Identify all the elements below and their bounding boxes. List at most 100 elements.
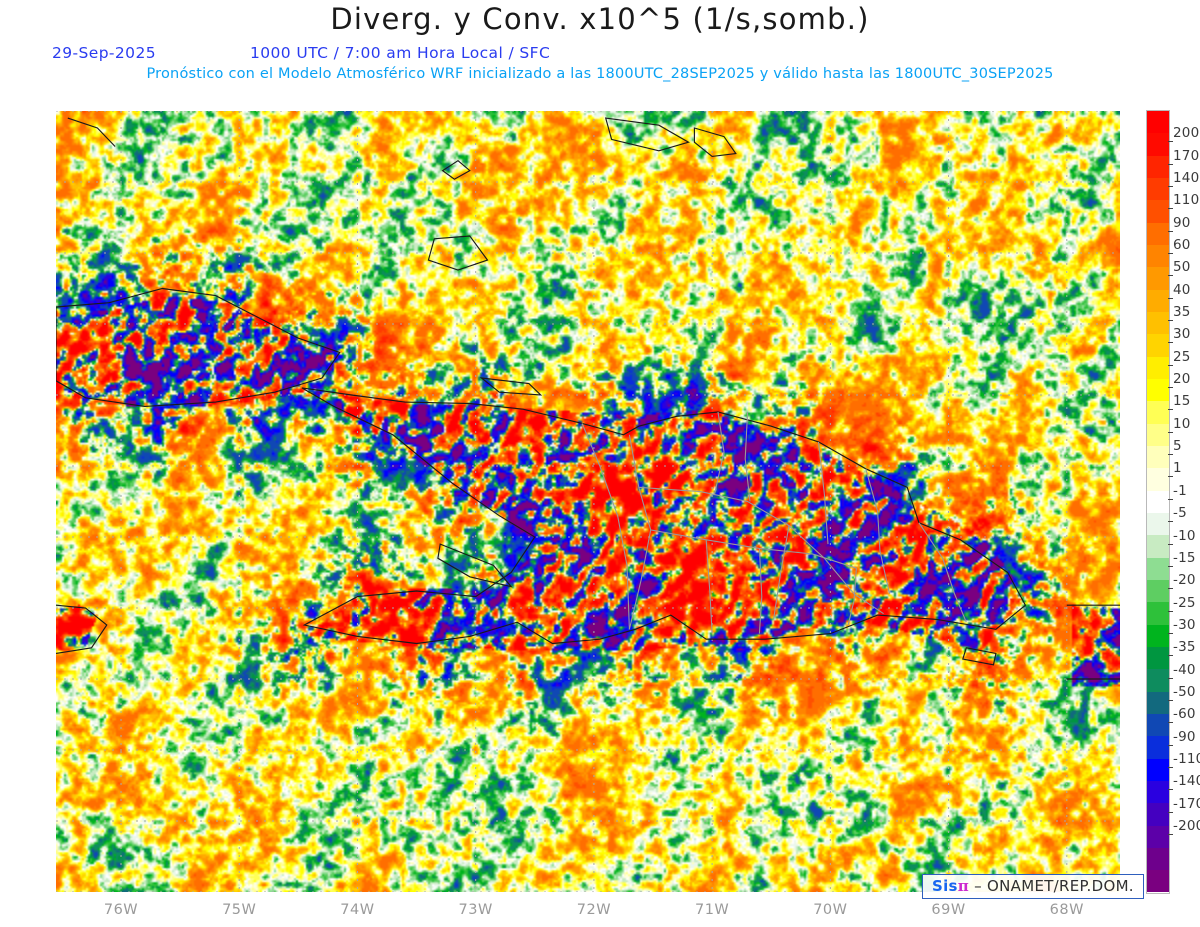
x-axis-tick-2: 74W xyxy=(340,902,375,918)
colorbar-band-3 xyxy=(1147,177,1169,201)
colorbar-tick-6 xyxy=(1168,275,1173,277)
colorbar-band-23 xyxy=(1147,624,1169,647)
colorbar-label-6: 50 xyxy=(1168,259,1191,277)
colorbar-tick-0 xyxy=(1168,141,1173,143)
x-axis-tick-8: 68W xyxy=(1049,902,1084,918)
x-axis-tick-3: 73W xyxy=(458,902,493,918)
model-subtitle: Pronóstico con el Modelo Atmosférico WRF… xyxy=(146,66,1054,82)
colorbar-label-22: -30 xyxy=(1168,617,1196,634)
colorbar-label-2: 140 xyxy=(1168,170,1199,188)
colorbar-tick-16 xyxy=(1168,498,1173,500)
colorbar-band-25 xyxy=(1147,669,1169,692)
colorbar-tick-9 xyxy=(1168,342,1173,344)
colorbar-label-29: -140 xyxy=(1168,773,1200,791)
colorbar-label-31: -200 xyxy=(1168,818,1200,835)
colorbar-labels: 200 170 140 110 90 60 50 40 35 30 25 20 15 10 5 1 -1 -5 -1… xyxy=(1168,110,1200,894)
colorbar-tick-1 xyxy=(1168,163,1173,165)
colorbar-label-0: 200 xyxy=(1168,125,1199,143)
x-axis-tick-7: 69W xyxy=(931,902,966,918)
colorbar-label-19: -15 xyxy=(1168,550,1196,567)
logo-org-text: – ONAMET/REP.DOM. xyxy=(974,877,1134,895)
colorbar-band-28 xyxy=(1147,736,1169,759)
colorbar-band-4 xyxy=(1147,200,1169,223)
colorbar-band-8 xyxy=(1147,289,1169,312)
colorbar-band-1 xyxy=(1147,133,1169,156)
colorbar-band-13 xyxy=(1147,401,1169,424)
colorbar-tick-20 xyxy=(1168,588,1173,590)
colorbar-label-21: -25 xyxy=(1168,595,1196,612)
colorbar-label-9: 30 xyxy=(1168,326,1191,344)
colorbar-band-7 xyxy=(1147,267,1169,290)
colorbar-label-18: -10 xyxy=(1168,528,1196,545)
colorbar-label-28: -110 xyxy=(1168,751,1200,768)
colorbar xyxy=(1146,110,1170,894)
colorbar-tick-3 xyxy=(1168,208,1173,210)
colorbar-label-12: 15 xyxy=(1168,393,1191,411)
colorbar-tick-31 xyxy=(1168,833,1173,835)
colorbar-band-19 xyxy=(1147,535,1169,558)
colorbar-band-17 xyxy=(1147,490,1169,513)
colorbar-tick-8 xyxy=(1168,320,1173,322)
colorbar-band-33 xyxy=(1147,847,1169,871)
colorbar-band-27 xyxy=(1147,713,1169,737)
logo-pi-icon: π xyxy=(957,877,970,895)
colorbar-tick-10 xyxy=(1168,364,1173,366)
colorbar-label-7: 40 xyxy=(1168,282,1191,299)
colorbar-band-16 xyxy=(1147,468,1169,491)
colorbar-band-10 xyxy=(1147,334,1169,357)
x-axis-tick-1: 75W xyxy=(222,902,257,918)
colorbar-tick-7 xyxy=(1168,297,1173,299)
divergence-field xyxy=(56,111,1120,892)
colorbar-band-30 xyxy=(1147,780,1169,804)
x-axis-tick-0: 76W xyxy=(103,902,139,918)
colorbar-tick-11 xyxy=(1168,387,1173,389)
colorbar-band-32 xyxy=(1147,825,1169,848)
colorbar-tick-5 xyxy=(1168,253,1173,255)
colorbar-tick-12 xyxy=(1168,409,1173,411)
colorbar-band-26 xyxy=(1147,691,1169,714)
attribution-logo: Sisπ – ONAMET/REP.DOM. xyxy=(922,874,1144,899)
colorbar-tick-14 xyxy=(1168,454,1173,456)
colorbar-tick-30 xyxy=(1168,811,1173,813)
colorbar-band-0 xyxy=(1147,111,1169,134)
colorbar-band-6 xyxy=(1147,244,1169,268)
colorbar-label-4: 90 xyxy=(1168,215,1191,232)
colorbar-band-20 xyxy=(1147,557,1169,580)
colorbar-label-23: -35 xyxy=(1168,639,1196,657)
map-plot-area xyxy=(56,111,1120,892)
metadata-row: 29-Sep-2025 1000 UTC / 7:00 am Hora Loca… xyxy=(0,44,1200,64)
colorbar-label-3: 110 xyxy=(1168,192,1199,210)
colorbar-band-34 xyxy=(1147,870,1169,893)
colorbar-label-26: -60 xyxy=(1168,706,1196,724)
colorbar-tick-2 xyxy=(1168,186,1173,188)
colorbar-tick-28 xyxy=(1168,766,1173,768)
colorbar-label-10: 25 xyxy=(1168,349,1191,366)
colorbar-tick-15 xyxy=(1168,476,1173,478)
colorbar-label-11: 20 xyxy=(1168,371,1191,389)
colorbar-tick-27 xyxy=(1168,744,1173,746)
colorbar-tick-23 xyxy=(1168,655,1173,657)
colorbar-label-25: -50 xyxy=(1168,684,1196,701)
colorbar-band-2 xyxy=(1147,155,1169,178)
forecast-date: 29-Sep-2025 xyxy=(52,44,156,62)
colorbar-band-5 xyxy=(1147,222,1169,245)
colorbar-tick-25 xyxy=(1168,699,1173,701)
colorbar-label-5: 60 xyxy=(1168,237,1191,255)
colorbar-label-30: -170 xyxy=(1168,796,1200,813)
colorbar-label-24: -40 xyxy=(1168,662,1196,679)
colorbar-tick-19 xyxy=(1168,565,1173,567)
x-axis-tick-5: 71W xyxy=(694,902,730,918)
colorbar-label-14: 5 xyxy=(1168,438,1182,456)
colorbar-band-9 xyxy=(1147,311,1169,335)
colorbar-band-14 xyxy=(1147,423,1169,446)
colorbar-tick-18 xyxy=(1168,543,1173,545)
colorbar-band-12 xyxy=(1147,378,1169,402)
colorbar-label-27: -90 xyxy=(1168,729,1196,746)
colorbar-label-20: -20 xyxy=(1168,572,1196,590)
colorbar-tick-4 xyxy=(1168,230,1173,232)
logo-sis-text: Sis xyxy=(932,877,958,895)
colorbar-band-29 xyxy=(1147,758,1169,781)
colorbar-band-15 xyxy=(1147,445,1169,469)
colorbar-band-31 xyxy=(1147,803,1169,826)
colorbar-tick-29 xyxy=(1168,789,1173,791)
